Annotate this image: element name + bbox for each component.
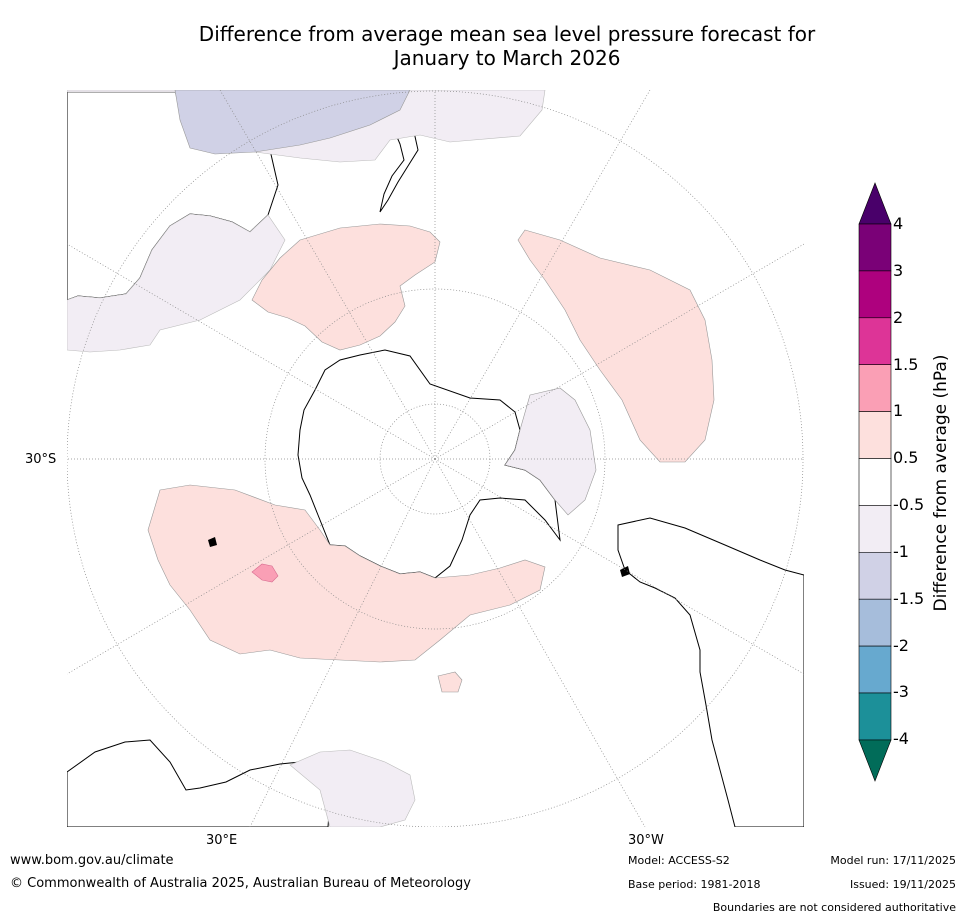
colorbar-title: Difference from average (hPa)	[931, 354, 951, 612]
anomaly-region-plus-0-5-atlantic	[517, 229, 715, 463]
colorbar-tick-label: -4	[893, 729, 909, 748]
lon-label-east: 30°E	[206, 833, 238, 848]
anomaly-region-minus-1-tasman	[174, 90, 411, 155]
colorbar-bin	[858, 505, 892, 553]
anomaly-region-plus-0-5-indian-ocean	[147, 484, 546, 663]
anomaly-region-minus-0-5-australia-west	[67, 213, 286, 353]
colorbar-cap-bottom	[858, 739, 892, 782]
anomaly-region-plus-1-indian-ocean	[251, 563, 279, 583]
colorbar-tick-label: -2	[893, 636, 909, 655]
colorbar-bin	[858, 551, 892, 600]
south-america-landmass	[617, 517, 804, 827]
anomaly-region-plus-0-5-small	[437, 671, 463, 693]
colorbar-bin	[858, 411, 892, 459]
colorbar-tick-label: -0.5	[893, 495, 925, 514]
colorbar-cap-top	[858, 182, 892, 225]
island-kerguelen	[208, 537, 217, 547]
island-falklands	[620, 566, 630, 577]
colorbar-tick-label: -1.5	[893, 589, 925, 608]
colorbar-tick-label: 1	[893, 401, 904, 420]
footer-copyright: © Commonwealth of Australia 2025, Austra…	[10, 876, 471, 891]
colorbar-bin	[858, 317, 892, 365]
footer-issued: Issued: 19/11/2025	[849, 878, 956, 891]
colorbar-tick-label: 3	[893, 261, 904, 280]
chart-title-line-1: Difference from average mean sea level p…	[198, 22, 816, 46]
colorbar-tick-label: 2	[893, 308, 904, 327]
anomaly-region-plus-0-5-southern-ocean	[251, 223, 441, 351]
colorbar-bin	[858, 645, 892, 694]
colorbar-tick-label: 0.5	[893, 448, 919, 467]
graticule	[67, 90, 804, 827]
colorbar-tick-label: 4	[893, 214, 904, 233]
colorbar-bin	[858, 223, 892, 272]
footer-url: www.bom.gov.au/climate	[10, 853, 174, 868]
footer-model-run: Model run: 17/11/2025	[830, 854, 956, 867]
lon-label-south: 30°S	[25, 452, 57, 467]
colorbar-bin	[858, 598, 892, 647]
colorbar-bin	[858, 458, 892, 506]
anomaly-region-minus-0-5-south-africa	[289, 749, 416, 827]
footer-base-period: Base period: 1981-2018	[628, 878, 761, 891]
lon-label-west: 30°W	[628, 833, 664, 848]
africa-landmass	[67, 739, 331, 827]
footer-model: Model: ACCESS-S2	[628, 854, 730, 867]
colorbar-tick-label: 1.5	[893, 355, 919, 374]
chart-title-line-2: January to March 2026	[393, 46, 621, 70]
colorbar	[858, 182, 892, 782]
antarctica-landmass	[297, 349, 561, 579]
colorbar-tick-label: -1	[893, 542, 909, 561]
colorbar-bin	[858, 692, 892, 741]
chart-title: Difference from average mean sea level p…	[60, 22, 954, 70]
footer-disclaimer: Boundaries are not considered authoritat…	[712, 901, 956, 914]
colorbar-tick-label: -3	[893, 682, 909, 701]
colorbar-bin	[858, 364, 892, 412]
colorbar-bin	[858, 270, 892, 319]
anomaly-region-minus-0-5-weddell	[504, 387, 597, 516]
map-area	[67, 90, 804, 827]
